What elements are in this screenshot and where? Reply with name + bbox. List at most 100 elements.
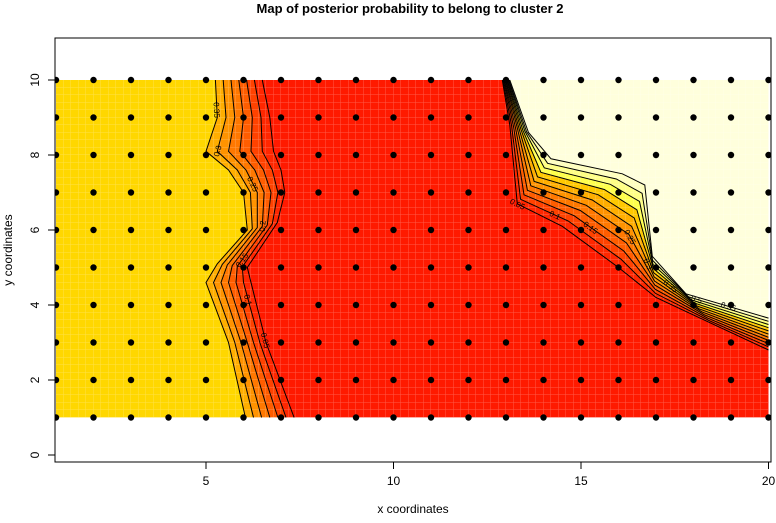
y-tick-label: 8 bbox=[28, 151, 42, 158]
data-point bbox=[55, 114, 60, 121]
data-point bbox=[127, 114, 135, 121]
data-point bbox=[127, 301, 135, 309]
data-point bbox=[55, 76, 60, 84]
data-point bbox=[352, 339, 360, 346]
data-point bbox=[540, 151, 547, 159]
data-point bbox=[427, 339, 435, 346]
data-point bbox=[690, 339, 697, 346]
data-point bbox=[127, 151, 135, 159]
x-tick-label: 5 bbox=[203, 474, 210, 488]
data-point bbox=[90, 301, 97, 309]
plot-frame bbox=[54, 37, 772, 463]
data-point bbox=[240, 376, 247, 384]
data-point bbox=[315, 301, 322, 309]
data-point bbox=[652, 414, 660, 421]
data-point bbox=[277, 414, 285, 421]
data-point bbox=[577, 76, 585, 84]
data-point bbox=[55, 264, 60, 271]
chart-title: Map of posterior probability to belong t… bbox=[257, 1, 564, 16]
data-point bbox=[240, 301, 247, 309]
data-point bbox=[765, 226, 771, 234]
data-point bbox=[465, 189, 472, 196]
data-point bbox=[465, 151, 472, 159]
data-point bbox=[577, 301, 585, 309]
data-point bbox=[240, 264, 247, 271]
data-point bbox=[390, 376, 397, 384]
data-point bbox=[540, 76, 547, 84]
contour-label: 0.1 bbox=[242, 294, 254, 308]
contour-line-0.05 bbox=[501, 79, 769, 351]
x-axis: 5 10 15 20 bbox=[203, 462, 775, 488]
data-point bbox=[652, 114, 660, 121]
data-point bbox=[55, 151, 60, 159]
data-point bbox=[577, 151, 585, 159]
data-point bbox=[427, 414, 435, 421]
data-point bbox=[540, 189, 547, 196]
data-point bbox=[390, 301, 397, 309]
data-point bbox=[652, 189, 660, 196]
data-point bbox=[240, 76, 247, 84]
data-point bbox=[202, 264, 210, 271]
data-point bbox=[352, 376, 360, 384]
contour-lines: 0.350.30.250.20.150.10.050.050.10.150.25… bbox=[205, 79, 769, 418]
data-point bbox=[90, 376, 97, 384]
data-point bbox=[427, 151, 435, 159]
data-point bbox=[390, 414, 397, 421]
data-point bbox=[690, 414, 697, 421]
data-point bbox=[202, 76, 210, 84]
data-point bbox=[127, 226, 135, 234]
data-point bbox=[727, 189, 735, 196]
contour-line-0.4 bbox=[507, 79, 769, 329]
data-point bbox=[315, 376, 322, 384]
data-point bbox=[202, 376, 210, 384]
data-point bbox=[277, 264, 285, 271]
data-point bbox=[615, 189, 622, 196]
data-point bbox=[765, 301, 771, 309]
data-point bbox=[765, 189, 771, 196]
data-point bbox=[577, 414, 585, 421]
data-point bbox=[615, 376, 622, 384]
data-point bbox=[427, 301, 435, 309]
data-point bbox=[502, 414, 510, 421]
data-point bbox=[390, 339, 397, 346]
data-point bbox=[90, 264, 97, 271]
data-point bbox=[277, 114, 285, 121]
data-point bbox=[577, 226, 585, 234]
contour-line-0.55 bbox=[509, 79, 769, 319]
data-point bbox=[277, 76, 285, 84]
data-point bbox=[165, 339, 172, 346]
data-point bbox=[502, 339, 510, 346]
data-point bbox=[615, 114, 622, 121]
data-point bbox=[465, 339, 472, 346]
data-point bbox=[727, 76, 735, 84]
data-point bbox=[765, 376, 771, 384]
data-point bbox=[540, 114, 547, 121]
sample-points bbox=[55, 76, 771, 421]
data-point bbox=[55, 226, 60, 234]
data-point bbox=[727, 264, 735, 271]
data-point bbox=[577, 114, 585, 121]
data-point bbox=[90, 226, 97, 234]
data-point bbox=[690, 151, 697, 159]
data-point bbox=[90, 189, 97, 196]
data-point bbox=[127, 414, 135, 421]
data-point bbox=[352, 151, 360, 159]
data-point bbox=[165, 226, 172, 234]
contour-line-0.15 bbox=[235, 79, 279, 418]
contour-label: 0.2 bbox=[258, 220, 268, 232]
data-point bbox=[465, 114, 472, 121]
data-point bbox=[315, 226, 322, 234]
data-point bbox=[202, 301, 210, 309]
data-point bbox=[727, 114, 735, 121]
data-point bbox=[315, 76, 322, 84]
data-point bbox=[90, 414, 97, 421]
data-point bbox=[277, 376, 285, 384]
cell-grid bbox=[56, 80, 768, 418]
data-point bbox=[615, 414, 622, 421]
contour-label: 0.35 bbox=[212, 102, 222, 119]
data-point bbox=[240, 339, 247, 346]
data-point bbox=[352, 264, 360, 271]
contour-label: 0.1 bbox=[548, 209, 562, 222]
data-point bbox=[727, 414, 735, 421]
data-point bbox=[240, 414, 247, 421]
